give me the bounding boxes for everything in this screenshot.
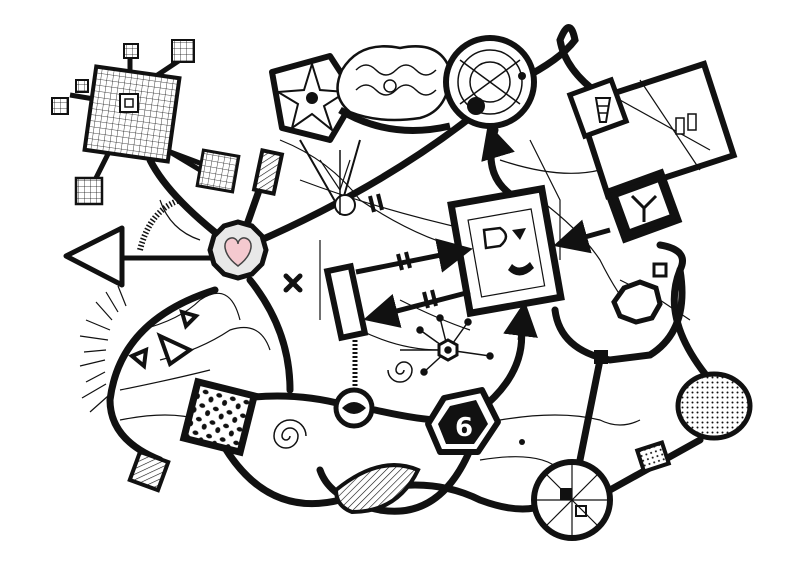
heart-icon — [224, 237, 252, 267]
dotted-tile — [634, 440, 672, 474]
star-pentagon — [269, 53, 359, 143]
hatched-tile — [127, 449, 171, 493]
blob-hub — [179, 377, 259, 457]
connector-hex6-curve — [316, 446, 474, 515]
grid-tile-4 — [51, 97, 69, 115]
grid-tile-2 — [171, 39, 195, 63]
grid-tile-5 — [74, 176, 104, 206]
grid-tile-6 — [195, 148, 241, 194]
starburst-node — [400, 314, 494, 376]
cloud-squiggle — [336, 45, 452, 134]
octagon-node — [611, 279, 663, 325]
junction-square-2 — [652, 262, 668, 278]
connector-right-ellipse-up — [656, 241, 714, 384]
vertical-bar — [323, 262, 369, 342]
spiky-tree — [299, 139, 361, 216]
spiral-small — [387, 361, 413, 383]
connector-wheel-loop — [516, 24, 604, 99]
connector-heart-down — [246, 276, 294, 394]
y-box — [603, 168, 683, 244]
connector-bottom-circle-up — [574, 356, 604, 474]
triangle-large — [156, 332, 194, 368]
hexagon-icon — [438, 400, 488, 444]
hatched-lens — [333, 463, 421, 515]
x-mark-icon — [283, 273, 303, 293]
connector-left-loop — [106, 286, 219, 464]
lens-node — [333, 387, 375, 429]
grid-cluster — [51, 39, 241, 206]
arrow-left-icon — [63, 225, 225, 288]
radial-circle — [531, 459, 613, 541]
wheel-circle — [443, 35, 537, 129]
grid-block-large — [82, 64, 182, 164]
grid-tile-1 — [123, 43, 139, 59]
spiral-large — [273, 419, 307, 449]
triangle-cluster — [128, 309, 200, 370]
speckle-ellipse — [675, 371, 753, 441]
grid-tile-3 — [75, 79, 89, 93]
number-badge: 6 — [455, 413, 473, 443]
spike-fringe — [79, 285, 127, 413]
heart-hub — [207, 219, 269, 281]
junction-square — [594, 350, 608, 364]
hatched-arc — [137, 197, 182, 251]
hexagon-6: 6 — [425, 387, 501, 455]
cone-box — [566, 76, 630, 140]
triangle-small-1 — [179, 309, 200, 330]
small-block-upper — [251, 147, 285, 197]
connector-heart-to-wheel — [234, 106, 484, 254]
connector-right-loop — [551, 266, 686, 364]
capacitor-lines — [355, 123, 611, 341]
triangle-small-2 — [128, 346, 149, 370]
